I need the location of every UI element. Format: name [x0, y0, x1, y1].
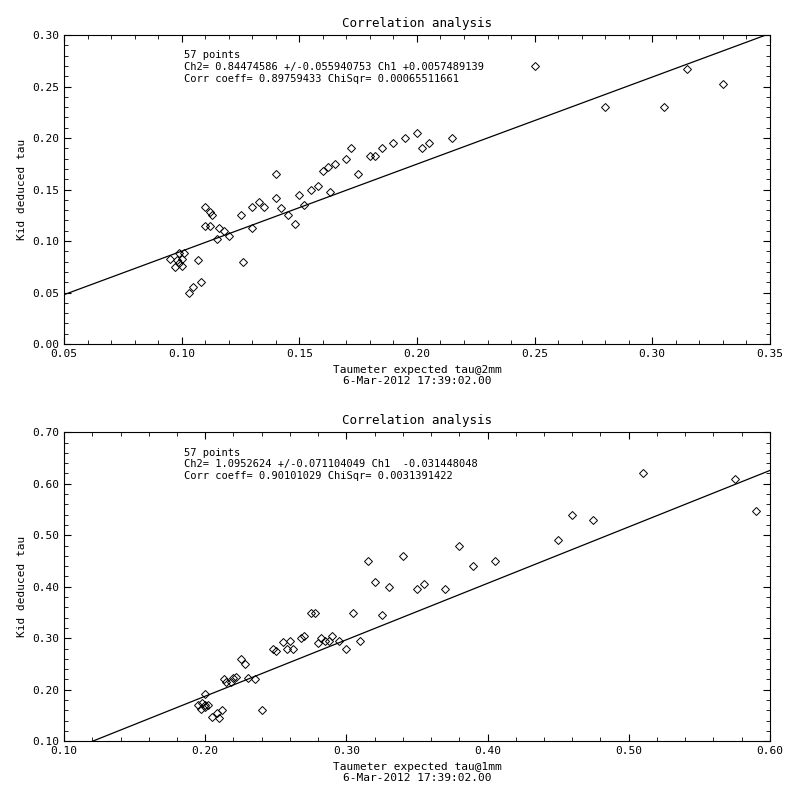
Text: 57 points
Ch2= 1.0952624 +/-0.071104049 Ch1  -0.031448048
Corr coeff= 0.90101029: 57 points Ch2= 1.0952624 +/-0.071104049 …	[184, 448, 478, 481]
Y-axis label: Kid deduced tau: Kid deduced tau	[17, 536, 26, 638]
Text: 57 points
Ch2= 0.84474586 +/-0.055940753 Ch1 +0.0057489139
Corr coeff= 0.8975943: 57 points Ch2= 0.84474586 +/-0.055940753…	[184, 50, 484, 84]
Title: Correlation analysis: Correlation analysis	[342, 17, 492, 30]
Y-axis label: Kid deduced tau: Kid deduced tau	[17, 139, 26, 240]
Title: Correlation analysis: Correlation analysis	[342, 414, 492, 427]
X-axis label: Taumeter expected tau@2mm
6-Mar-2012 17:39:02.00: Taumeter expected tau@2mm 6-Mar-2012 17:…	[333, 365, 502, 386]
X-axis label: Taumeter expected tau@1mm
6-Mar-2012 17:39:02.00: Taumeter expected tau@1mm 6-Mar-2012 17:…	[333, 762, 502, 783]
